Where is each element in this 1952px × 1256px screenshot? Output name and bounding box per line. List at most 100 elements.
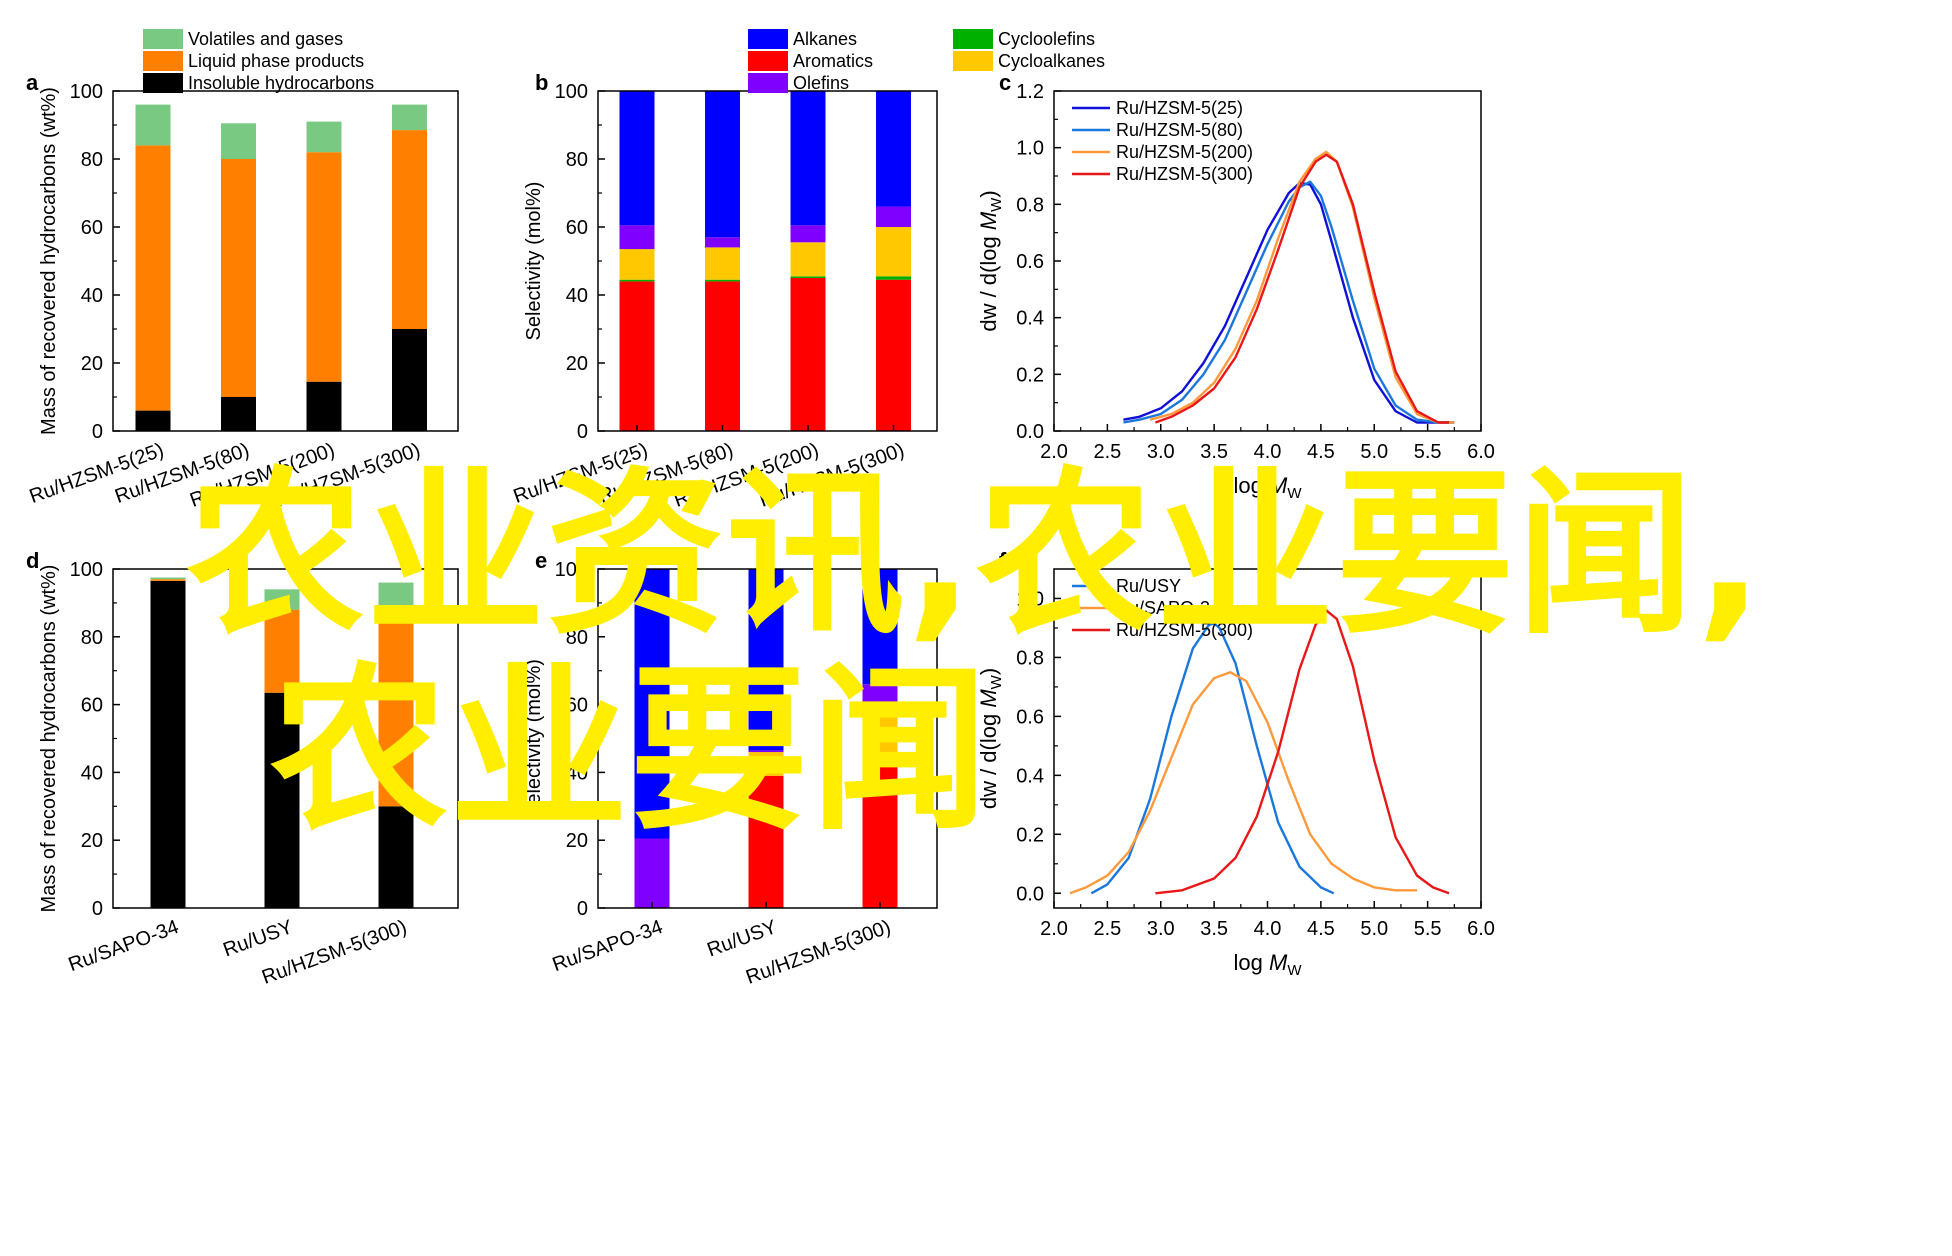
- y-tick-label: 0: [577, 898, 588, 920]
- bar-segment: [748, 750, 784, 753]
- bar-segment: [135, 145, 171, 411]
- x-tick-label: Ru/SAPO-34: [66, 916, 182, 976]
- x-tick-label: 4.0: [1254, 918, 1282, 940]
- legend-label: Ru/HZSM-5(200): [1116, 142, 1253, 162]
- bar-segment: [135, 104, 171, 146]
- legend-label: Ru/HZSM-5(25): [1116, 98, 1243, 118]
- x-tick-label: 3.5: [1200, 918, 1228, 940]
- bar-segment: [150, 580, 186, 908]
- legend-swatch: [953, 29, 993, 49]
- plot-frame: [112, 90, 459, 432]
- legend-label: Olefins: [793, 73, 849, 93]
- y-tick-label: 60: [566, 695, 588, 717]
- bar-segment: [705, 237, 740, 248]
- y-tick-label: 20: [81, 353, 103, 375]
- bar-segment: [378, 806, 414, 908]
- legend-label: Ru/USY: [1116, 576, 1181, 596]
- bar-segment: [862, 757, 898, 908]
- y-tick-label: 0.8: [1016, 194, 1044, 216]
- y-tick-label: 0.8: [1016, 647, 1044, 669]
- y-tick-label: 100: [555, 81, 588, 103]
- x-tick-label: 2.5: [1093, 918, 1121, 940]
- y-tick-label: 60: [81, 217, 103, 239]
- y-tick-label: 100: [70, 81, 103, 103]
- y-axis-label: dw / d(log MW): [976, 668, 1005, 809]
- y-tick-label: 0: [92, 421, 103, 443]
- series-line: [1069, 671, 1417, 895]
- y-tick-label: 0.4: [1016, 765, 1044, 787]
- bar-segment: [790, 225, 826, 243]
- panel-letter-a: a: [26, 70, 39, 95]
- bar-segment: [150, 577, 186, 580]
- legend-label: Ru/HZSM-5(300): [1116, 620, 1253, 640]
- bar-segment: [634, 838, 670, 908]
- panel-c: 0.0 0.2 0.4 0.6 0.8 1.0 1.2 2.0 2.5 3.0 3.5 4.0 4.5 5…: [976, 81, 1495, 502]
- y-tick-label: 0.4: [1016, 308, 1044, 330]
- x-tick-label: 4.0: [1254, 441, 1282, 463]
- y-tick-label: 0.0: [1016, 421, 1044, 443]
- legend-label: Ru/HZSM-5(300): [1116, 164, 1253, 184]
- bar-segment: [619, 249, 655, 280]
- x-tick-label: 4.5: [1307, 441, 1335, 463]
- y-tick-label: 100: [70, 559, 103, 581]
- bar-segment: [150, 579, 186, 581]
- panel-b: 020406080100Ru/HZSM-5(25)Ru/HZSM-5(80)Ru…: [511, 81, 938, 512]
- bar-segment: [264, 589, 300, 610]
- plot-frame: [597, 568, 938, 909]
- bar-segment: [876, 227, 911, 277]
- legend-swatch: [953, 51, 993, 71]
- bar-segment: [634, 569, 670, 839]
- y-tick-label: 1.0: [1016, 588, 1044, 610]
- x-axis-label: log MW: [1234, 473, 1303, 502]
- bar-segment: [862, 569, 898, 685]
- bar-segment: [392, 329, 427, 431]
- x-tick-label: 2.5: [1093, 441, 1121, 463]
- bar-segment: [378, 607, 414, 807]
- y-tick-label: 20: [81, 830, 103, 852]
- y-axis-label: Selectivity (mol%): [523, 659, 545, 818]
- bar-segment: [790, 91, 826, 226]
- x-tick-label: Ru/HZSM-5(300): [757, 439, 908, 512]
- bar-segment: [306, 121, 342, 153]
- bar-segment: [790, 242, 826, 277]
- y-tick-label: 40: [81, 762, 103, 784]
- x-tick-label: 6.0: [1467, 441, 1495, 463]
- y-tick-label: 80: [566, 627, 588, 649]
- bar-segment: [392, 104, 427, 131]
- bar-segment: [876, 279, 911, 431]
- panel-letter-f: f: [999, 548, 1007, 573]
- bar-segment: [619, 91, 655, 226]
- y-tick-label: 0: [577, 421, 588, 443]
- bar-segment: [619, 281, 655, 431]
- series-line: [1155, 609, 1450, 895]
- series-line: [1149, 150, 1455, 424]
- legend-label: Alkanes: [793, 29, 857, 49]
- panel-a: 020406080100Ru/HZSM-5(25)Ru/HZSM-5(80)Ru…: [27, 81, 459, 512]
- legend-swatch: [143, 51, 183, 71]
- y-axis-label: dw / d(log MW): [976, 190, 1005, 331]
- plot-frame: [1053, 568, 1482, 909]
- y-tick-label: 1.2: [1016, 81, 1044, 103]
- x-tick-label: 3.0: [1147, 441, 1175, 463]
- x-tick-label: 2.0: [1040, 441, 1068, 463]
- y-tick-label: 60: [81, 695, 103, 717]
- series-line: [1154, 153, 1449, 424]
- bar-segment: [619, 279, 655, 282]
- bar-segment: [705, 279, 740, 282]
- legend-swatch: [748, 73, 788, 93]
- x-tick-label: Ru/SAPO-34: [550, 916, 666, 976]
- y-tick-label: 40: [81, 285, 103, 307]
- bar-segment: [862, 684, 898, 705]
- bar-segment: [748, 752, 784, 776]
- legend-swatch: [748, 51, 788, 71]
- y-tick-label: 80: [81, 627, 103, 649]
- bar-segment: [619, 225, 655, 250]
- x-tick-label: 3.5: [1200, 441, 1228, 463]
- plot-frame: [1053, 90, 1482, 432]
- y-tick-label: 40: [566, 762, 588, 784]
- legend-swatch: [748, 29, 788, 49]
- bar-segment: [705, 247, 740, 280]
